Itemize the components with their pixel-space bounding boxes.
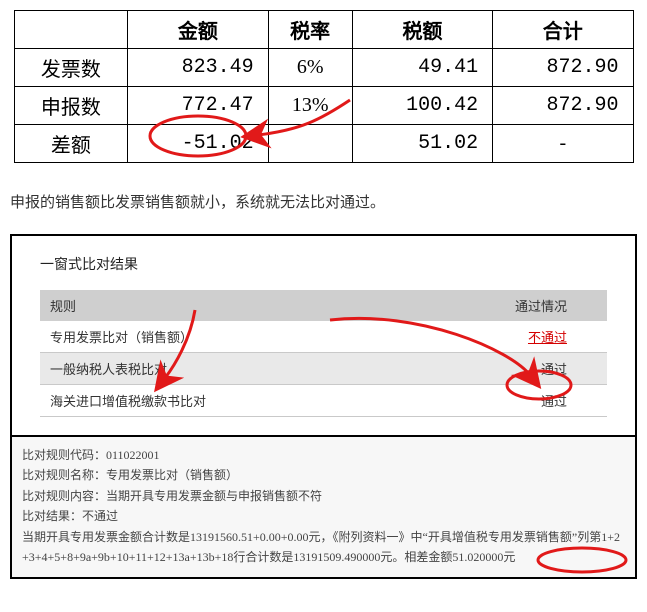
rule-row: 海关进口增值税缴款书比对 通过 — [40, 385, 607, 417]
table-row: 发票数 823.49 6% 49.41 872.90 — [14, 49, 633, 87]
cell-total: 872.90 — [493, 49, 633, 87]
table-row: 申报数 772.47 13% 100.42 872.90 — [14, 87, 633, 125]
cell-tax: 51.02 — [352, 125, 492, 163]
cell-rate — [268, 125, 352, 163]
rules-col-status: 通过情况 — [399, 290, 607, 321]
rule-name: 一般纳税人表税比对 — [40, 353, 399, 385]
cell-amount: 823.49 — [128, 49, 268, 87]
cell-amount: 772.47 — [128, 87, 268, 125]
rules-col-rule: 规则 — [40, 290, 399, 321]
col-tax: 税额 — [352, 11, 492, 49]
detail-line: 比对规则名称：专用发票比对（销售额） — [22, 465, 625, 485]
comparison-result-panel: 一窗式比对结果 规则 通过情况 专用发票比对（销售额） 不通过 一般纳税人表税比… — [10, 234, 637, 579]
rules-table: 规则 通过情况 专用发票比对（销售额） 不通过 一般纳税人表税比对 通过 海关进… — [40, 290, 607, 417]
col-total: 合计 — [493, 11, 633, 49]
caption-text: 申报的销售额比发票销售额就小，系统就无法比对通过。 — [10, 191, 637, 212]
cell-tax: 100.42 — [352, 87, 492, 125]
cell-total: - — [493, 125, 633, 163]
rule-row: 一般纳税人表税比对 通过 — [40, 353, 607, 385]
detail-line: 比对规则代码：011022001 — [22, 445, 625, 465]
row-label: 申报数 — [14, 87, 128, 125]
col-rate: 税率 — [268, 11, 352, 49]
rule-status: 通过 — [399, 385, 607, 417]
panel-title: 一窗式比对结果 — [40, 254, 607, 274]
rule-name: 海关进口增值税缴款书比对 — [40, 385, 399, 417]
rule-row: 专用发票比对（销售额） 不通过 — [40, 321, 607, 353]
col-blank — [14, 11, 128, 49]
cell-amount: -51.02 — [128, 125, 268, 163]
detail-line: 比对结果：不通过 — [22, 506, 625, 526]
row-label: 差额 — [14, 125, 128, 163]
rule-name: 专用发票比对（销售额） — [40, 321, 399, 353]
row-label: 发票数 — [14, 49, 128, 87]
rule-status-fail: 不通过 — [528, 330, 567, 345]
detail-block: 比对规则代码：011022001 比对规则名称：专用发票比对（销售额） 比对规则… — [12, 437, 635, 577]
table-row: 差额 -51.02 51.02 - — [14, 125, 633, 163]
rule-status: 通过 — [399, 353, 607, 385]
cell-rate: 13% — [268, 87, 352, 125]
detail-line: 当期开具专用发票金额合计数是13191560.51+0.00+0.00元，《附列… — [22, 527, 625, 568]
cell-total: 872.90 — [493, 87, 633, 125]
cell-tax: 49.41 — [352, 49, 492, 87]
detail-line: 比对规则内容：当期开具专用发票金额与申报销售额不符 — [22, 486, 625, 506]
cell-rate: 6% — [268, 49, 352, 87]
col-amount: 金额 — [128, 11, 268, 49]
amount-comparison-table: 金额 税率 税额 合计 发票数 823.49 6% 49.41 872.90 申… — [14, 10, 634, 163]
